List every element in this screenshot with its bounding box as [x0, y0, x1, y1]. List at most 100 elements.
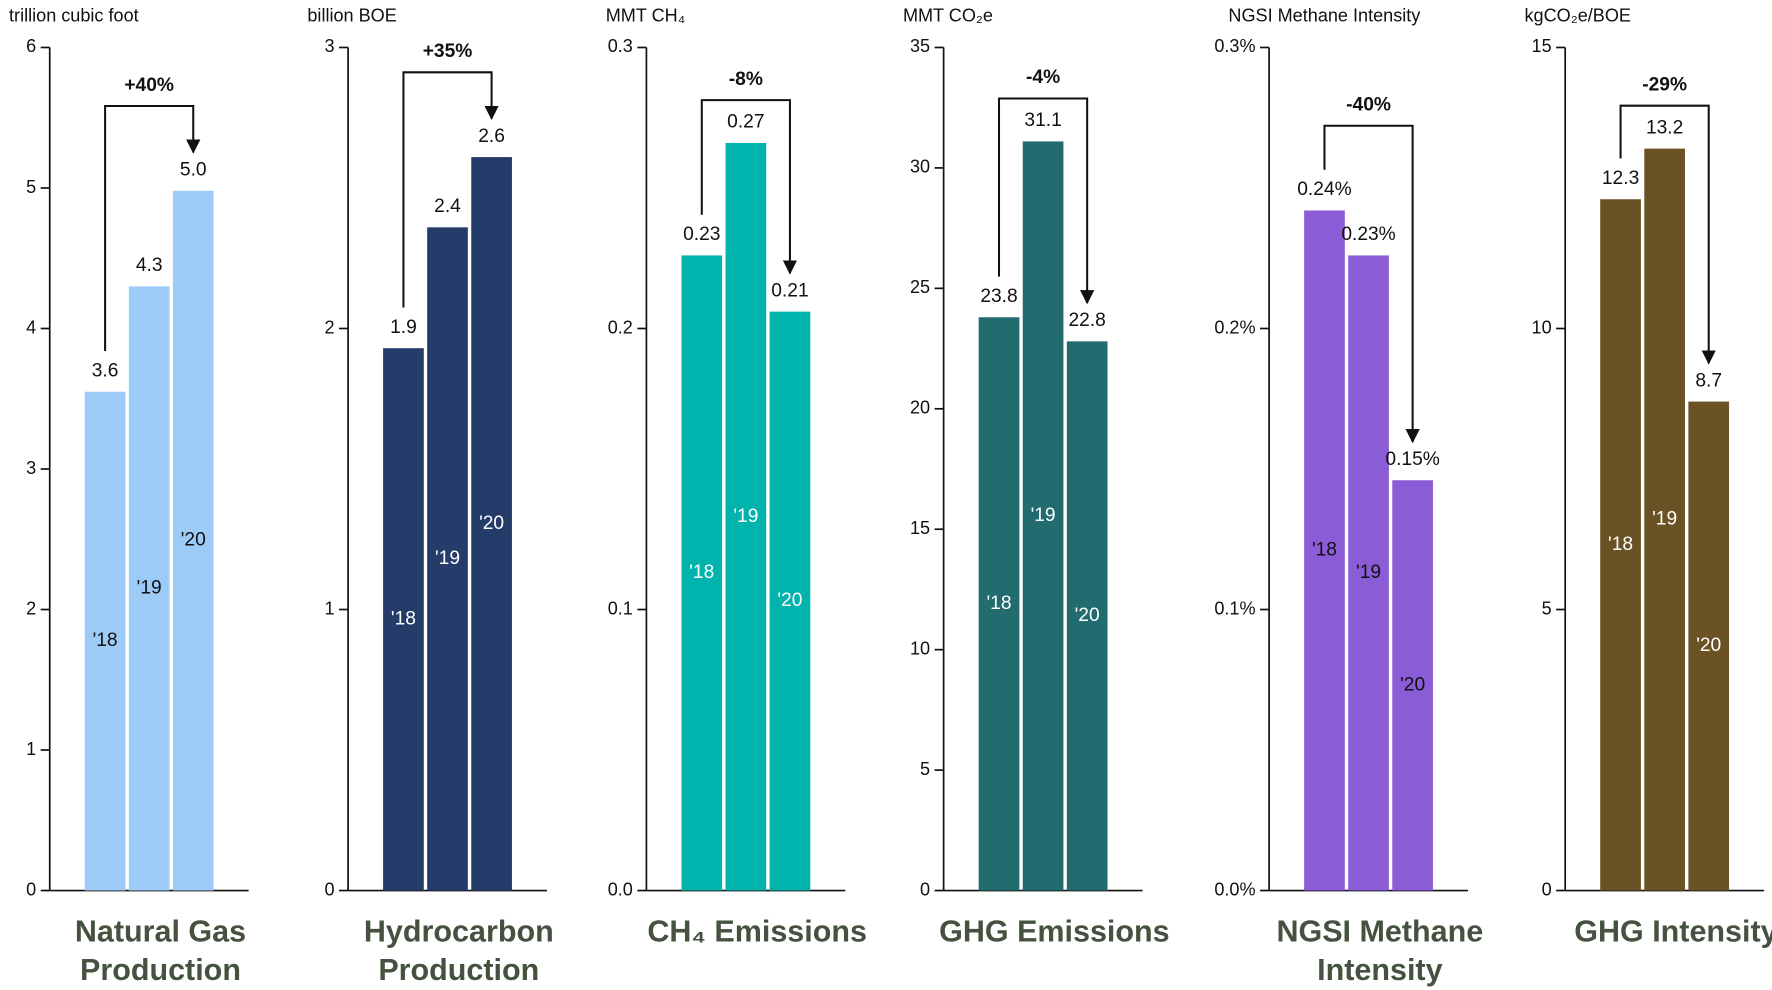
value-label: 13.2: [1646, 117, 1683, 138]
change-label: +35%: [423, 41, 473, 62]
change-bracket: [997, 97, 1095, 305]
y-tick-label: 0.3%: [1214, 36, 1255, 56]
chart: billion BOE 0 1 2 3 1.9 '18 2.4 '19 2.6 '20 +35% Hyd…: [307, 6, 553, 987]
chart-title: CH₄ Emissions: [647, 915, 867, 949]
value-label: 8.7: [1695, 370, 1722, 391]
bar: [427, 227, 468, 891]
y-tick-label: 1: [324, 598, 334, 618]
unit-label: kgCO₂e/BOE: [1525, 6, 1631, 26]
bar: [1600, 199, 1641, 891]
category-label: '19: [733, 506, 758, 527]
category-label: '19: [435, 548, 460, 569]
category-label: '20: [777, 590, 802, 611]
change-bracket: [402, 71, 499, 308]
chart: kgCO₂e/BOE 0 5 10 15 12.3 '18 13.2 '19 8.7 '20 -29%…: [1525, 6, 1772, 949]
value-label: 0.23%: [1341, 224, 1395, 245]
unit-label: MMT CO₂e: [903, 6, 993, 26]
y-tick-label: 1: [26, 739, 36, 759]
value-label: 2.6: [478, 126, 505, 147]
bar: [1348, 255, 1389, 891]
chart-title: GHG Intensity: [1574, 915, 1772, 949]
category-label: '18: [1608, 534, 1633, 555]
chart-title: Production: [80, 953, 241, 987]
change-label: +40%: [124, 75, 174, 96]
y-tick-label: 10: [910, 638, 930, 658]
chart-title: GHG Emissions: [939, 915, 1170, 949]
category-label: '20: [181, 530, 206, 551]
y-tick-label: 5: [26, 177, 36, 197]
y-tick-label: 5: [920, 759, 930, 779]
change-bracket: [104, 105, 201, 352]
y-tick-label: 30: [910, 157, 930, 177]
category-label: '19: [137, 578, 162, 599]
chart-title: Hydrocarbon: [364, 915, 554, 949]
category-label: '20: [1075, 605, 1100, 626]
category-label: '20: [1400, 674, 1425, 695]
value-label: 31.1: [1024, 110, 1061, 131]
bar: [769, 311, 811, 891]
y-tick-label: 3: [324, 36, 334, 56]
bar: [681, 255, 723, 891]
value-label: 23.8: [980, 286, 1017, 307]
value-label: 5.0: [180, 160, 207, 181]
bar: [1644, 148, 1685, 891]
category-label: '20: [479, 513, 504, 534]
value-label: 2.4: [434, 196, 461, 217]
category-label: '18: [689, 562, 714, 583]
change-bracket: [1323, 124, 1420, 444]
value-label: 3.6: [92, 360, 119, 381]
change-bracket: [700, 99, 798, 275]
value-label: 22.8: [1068, 310, 1105, 331]
unit-label: trillion cubic foot: [9, 6, 139, 26]
y-tick-label: 25: [910, 277, 930, 297]
category-label: '18: [986, 593, 1011, 614]
bar: [172, 190, 214, 891]
y-tick-label: 0.0: [608, 879, 633, 899]
y-tick-label: 0: [324, 879, 334, 899]
y-tick-label: 0.2%: [1214, 317, 1255, 337]
y-tick-label: 4: [26, 317, 36, 337]
y-tick-label: 35: [910, 36, 930, 56]
y-tick-label: 0.3: [608, 36, 633, 56]
y-tick-label: 6: [26, 36, 36, 56]
category-label: '18: [1312, 540, 1337, 561]
chart: trillion cubic foot 0 1 2 3 4 5 6 3.6 '18 4.3 '19 5.…: [9, 6, 249, 987]
chart: MMT CH₄ 0.0 0.1 0.2 0.3 0.23 '18 0.27 '19 0.21 '20…: [606, 6, 867, 949]
bar: [84, 391, 126, 891]
change-label: -4%: [1026, 67, 1060, 88]
bar: [1688, 401, 1730, 891]
bar: [471, 157, 512, 891]
unit-label: MMT CH₄: [606, 6, 685, 26]
change-label: -40%: [1346, 94, 1391, 115]
value-label: 12.3: [1602, 168, 1639, 189]
bar: [1066, 341, 1108, 891]
value-label: 0.23: [683, 224, 720, 245]
category-label: '20: [1696, 635, 1721, 656]
bar: [1304, 210, 1345, 891]
change-bracket: [1619, 104, 1716, 365]
category-label: '18: [391, 608, 416, 629]
y-tick-label: 0.2: [608, 317, 633, 337]
chart-title: Production: [378, 953, 539, 987]
bar: [1022, 141, 1064, 891]
y-tick-label: 5: [1542, 598, 1552, 618]
value-label: 0.15%: [1385, 449, 1439, 470]
bar: [978, 317, 1020, 891]
value-label: 0.21: [771, 280, 808, 301]
bar: [725, 143, 767, 891]
bar: [128, 286, 170, 891]
category-label: '18: [93, 630, 118, 651]
y-tick-label: 0: [26, 879, 36, 899]
change-label: -8%: [729, 69, 763, 90]
y-tick-label: 0: [920, 879, 930, 899]
y-tick-label: 2: [324, 317, 334, 337]
y-tick-label: 0: [1542, 879, 1552, 899]
value-label: 4.3: [136, 255, 163, 276]
chart: MMT CO₂e 0 5 10 15 20 25 30 35 23.8 '18 31.1 '19 22.8…: [903, 6, 1170, 949]
chart-title: Natural Gas: [75, 915, 246, 949]
chart-title: NGSI Methane: [1276, 915, 1483, 949]
y-tick-label: 0.1%: [1214, 598, 1255, 618]
category-label: '19: [1031, 505, 1056, 526]
chart-title: Intensity: [1317, 953, 1442, 987]
